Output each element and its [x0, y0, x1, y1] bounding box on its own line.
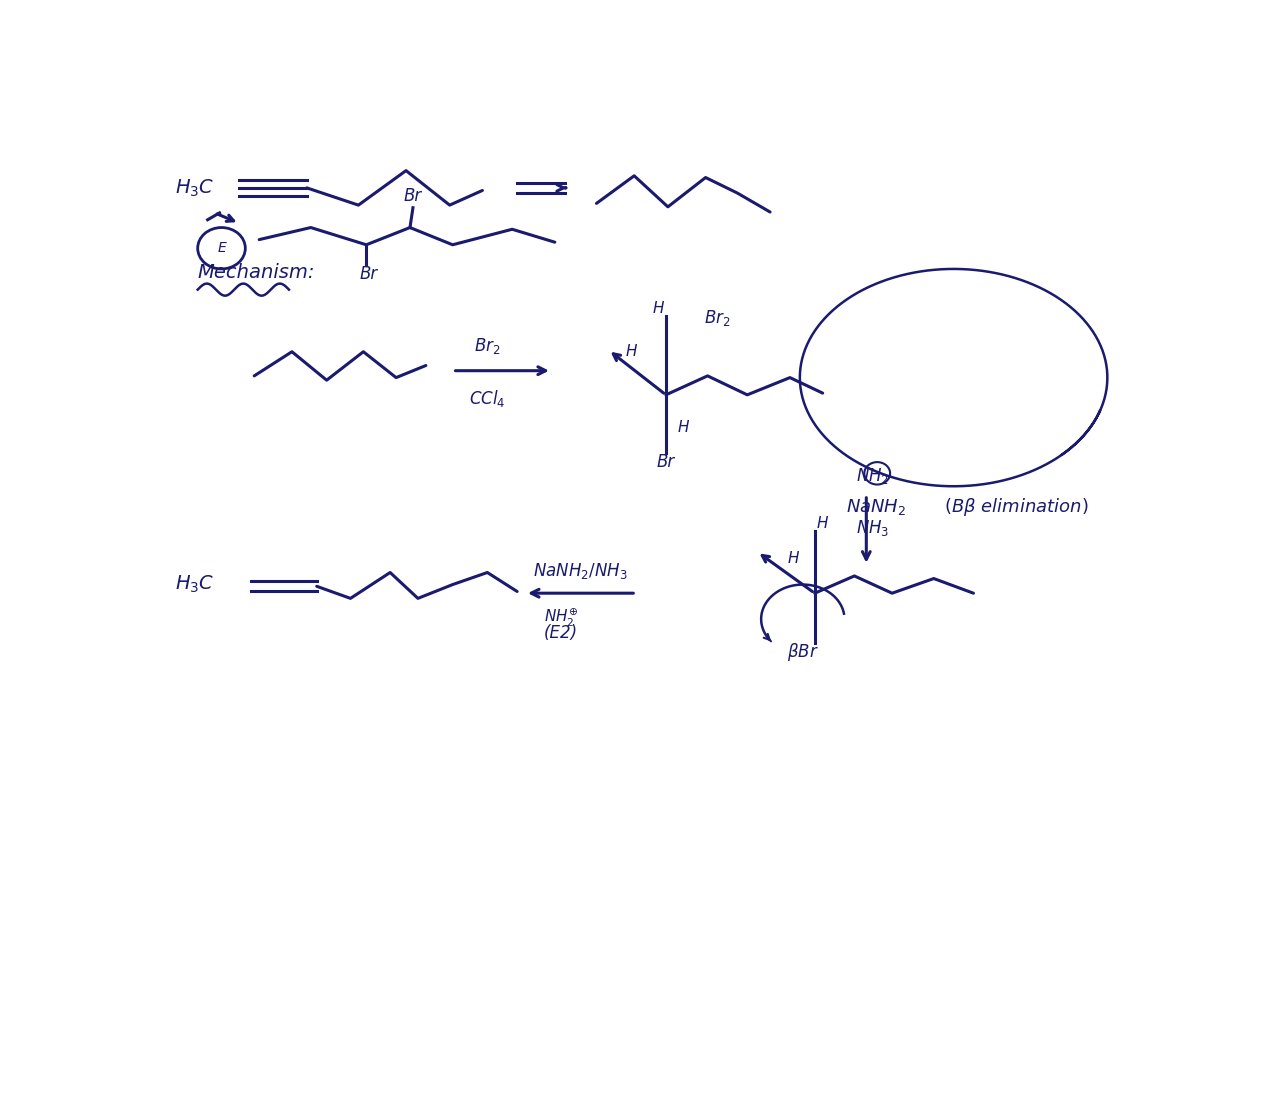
Text: H: H	[787, 551, 799, 567]
Text: (E2): (E2)	[544, 624, 577, 642]
Text: H: H	[817, 516, 828, 531]
Text: $CCl_4$: $CCl_4$	[468, 388, 506, 409]
Text: Mechanism:: Mechanism:	[197, 263, 315, 282]
Text: $NH_3$: $NH_3$	[856, 517, 890, 538]
Text: H: H	[626, 344, 637, 360]
Text: H: H	[678, 420, 690, 435]
Text: $NH_2$: $NH_2$	[856, 466, 890, 486]
Text: Br: Br	[360, 265, 378, 283]
Text: $H_3C$: $H_3C$	[175, 177, 215, 198]
Text: $Br_2$: $Br_2$	[474, 336, 500, 356]
Text: $NH_2^{\oplus}$: $NH_2^{\oplus}$	[544, 607, 577, 629]
Text: Br: Br	[403, 187, 422, 205]
Text: $Br_2$: $Br_2$	[704, 308, 730, 328]
Text: $NaNH_2/NH_3$: $NaNH_2/NH_3$	[534, 561, 628, 581]
Text: H: H	[653, 300, 664, 316]
Text: $H_3C$: $H_3C$	[175, 573, 215, 595]
Text: $\beta Br$: $\beta Br$	[787, 642, 819, 663]
Text: E: E	[218, 241, 225, 255]
Text: $NaNH_2$: $NaNH_2$	[846, 497, 906, 517]
Text: $(B\beta\ elimination)$: $(B\beta\ elimination)$	[943, 496, 1088, 517]
Text: Br: Br	[657, 454, 675, 472]
